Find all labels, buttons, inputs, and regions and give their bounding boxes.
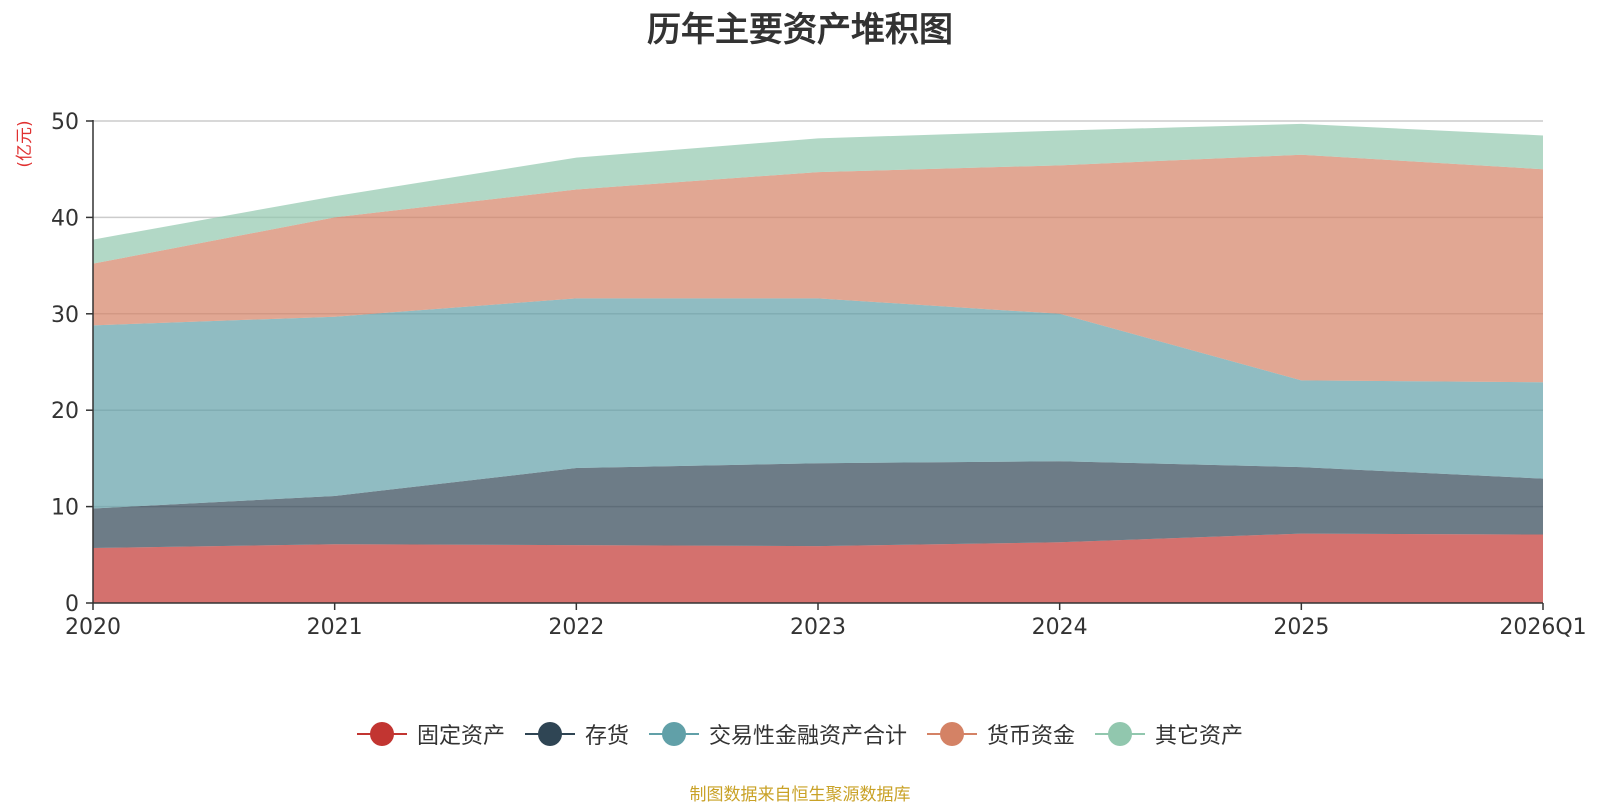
legend-swatch [927, 722, 977, 746]
y-axis-label: (亿元) [15, 120, 35, 167]
x-tick-label: 2022 [548, 615, 604, 640]
legend-label: 其它资产 [1155, 724, 1244, 749]
legend-item[interactable]: 固定资产 [356, 718, 505, 750]
axes: 0 10 20 30 40 50 2020 2021 2022 2023 2024 2025 2026Q… [51, 110, 1587, 640]
legend: 固定资产 存货 交易性金融资产合计 货币资金 其它资产 [0, 718, 1600, 750]
area-series-2 [93, 461, 1543, 549]
x-tick-label: 2021 [307, 615, 363, 640]
chart-title: 历年主要资产堆积图 [647, 10, 953, 50]
legend-item[interactable]: 交易性金融资产合计 [648, 718, 907, 750]
y-tick-label: 30 [51, 303, 79, 328]
legend-swatch [1095, 722, 1146, 746]
legend-label: 交易性金融资产合计 [708, 724, 907, 749]
legend-item[interactable]: 货币资金 [927, 718, 1075, 750]
area-series-5 [93, 123, 1543, 264]
y-tick-label: 20 [51, 399, 79, 424]
legend-label: 固定资产 [416, 724, 505, 749]
legend-swatch [648, 722, 699, 746]
area-series-4 [93, 154, 1543, 383]
x-tick-label: 2026Q1 [1499, 615, 1586, 640]
legend-swatch [524, 722, 575, 746]
legend-label: 存货 [584, 724, 629, 749]
y-tick-label: 0 [65, 592, 79, 617]
x-tick-label: 2024 [1032, 615, 1088, 640]
y-tick-label: 10 [51, 496, 79, 521]
legend-item[interactable]: 存货 [524, 718, 629, 750]
x-tick-label: 2023 [790, 615, 846, 640]
source-note: 制图数据来自恒生聚源数据库 [689, 785, 911, 805]
area-series-1 [93, 533, 1543, 603]
legend-swatch [356, 722, 407, 746]
legend-label: 货币资金 [987, 724, 1076, 749]
area-series [93, 123, 1543, 603]
x-tick-label: 2020 [65, 615, 121, 640]
y-tick-label: 40 [51, 206, 79, 231]
y-tick-label: 50 [51, 110, 79, 135]
area-series-3 [93, 298, 1543, 509]
x-tick-label: 2025 [1273, 615, 1329, 640]
legend-item[interactable]: 其它资产 [1095, 718, 1243, 750]
